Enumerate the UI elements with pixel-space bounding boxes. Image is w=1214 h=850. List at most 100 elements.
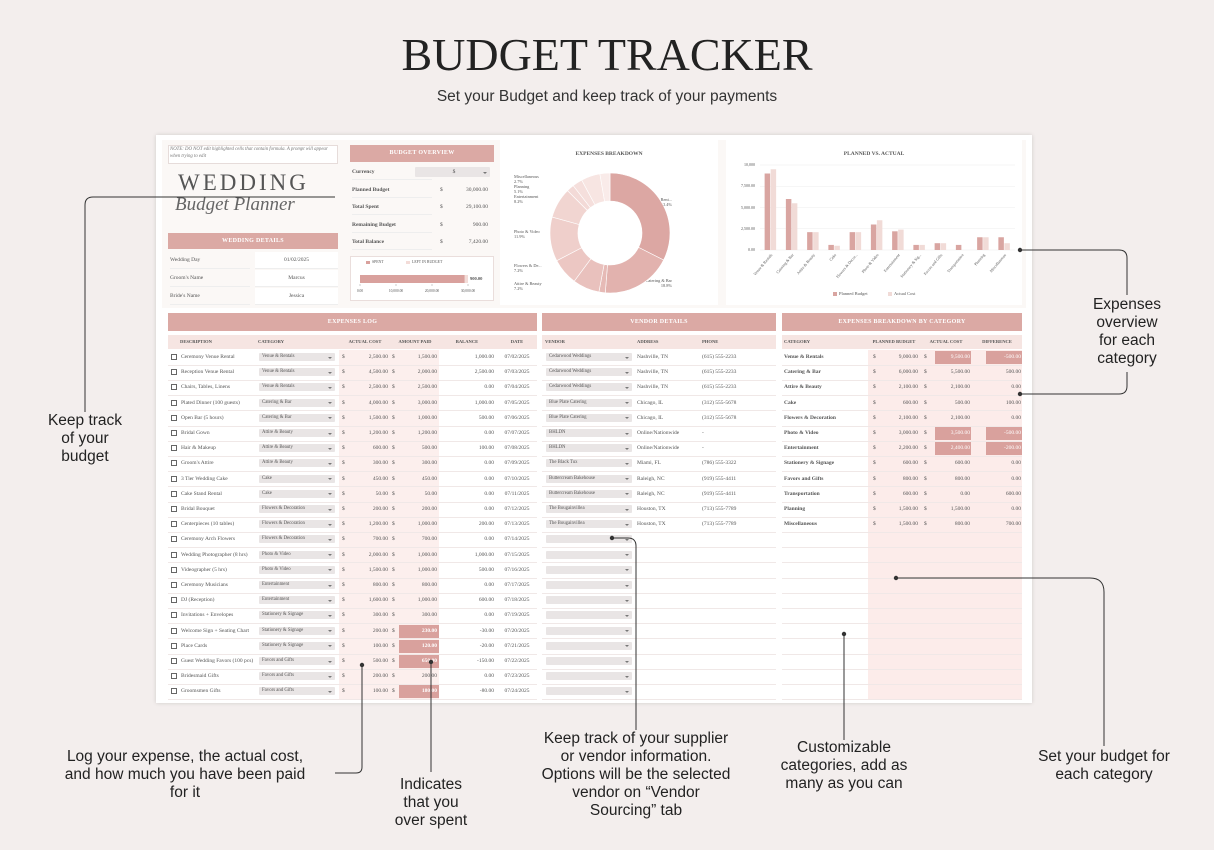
annotation-text: vendor on “Vendor [572,784,700,801]
currency-symbol: $ [873,414,876,421]
actual-cost: 1,500.00 [368,414,388,421]
row-line [542,379,776,381]
currency-symbol: $ [342,414,345,421]
currency-symbol: $ [392,688,395,695]
category-dropdown: Entertainment [259,596,335,605]
amount-paid: 300.00 [421,612,437,619]
row-line [542,395,776,397]
currency-symbol: $ [392,414,395,421]
phone: (713) 555-7789 [702,521,737,528]
description: Bridal Gown [181,430,210,436]
annotation-text: that you [403,794,459,811]
category-dropdown: Photo & Video [259,565,335,574]
vendor-dropdown: Buttercream Bakehouse [546,474,632,483]
currency-dropdown: $ [415,167,490,177]
annotation-text: many as you can [785,775,903,792]
annotation-text: each category [1055,766,1153,783]
currency-symbol: $ [924,430,927,436]
difference: -500.00 [1004,430,1021,436]
actual-cost: 800.00 [372,582,388,588]
date: 07/20/2025 [504,627,530,634]
bar [785,199,792,250]
x-tick-label: Catering & Bar [775,252,795,275]
row-line [542,516,776,518]
currency-symbol: $ [392,597,395,604]
column-header: VENDOR [545,339,565,344]
address: Houston, TX [637,521,666,528]
slice-label: Entertainment [514,194,539,199]
category-name: Venue & Rentals [784,354,824,360]
row-line [168,592,537,594]
currency-symbol: $ [873,445,876,452]
currency-symbol: $ [392,673,395,680]
phone: (312) 555-5678 [702,414,737,421]
currency-symbol: $ [873,506,876,512]
amount-paid: 700.00 [421,536,437,543]
date: 07/16/2025 [504,566,530,573]
amount-paid: 500.00 [421,445,437,452]
currency-symbol: $ [392,460,395,467]
date: 07/22/2025 [504,658,530,664]
currency-symbol: $ [924,384,927,391]
category-dropdown: Cake [259,474,335,483]
currency-symbol: $ [392,627,395,634]
column-header: CATEGORY [784,339,811,344]
description: Welcome Sign + Seating Chart [181,627,250,634]
phone: (786) 555-3322 [702,460,737,467]
currency-symbol: $ [873,460,876,467]
column-header: ACTUAL COST [929,339,963,344]
actual-cost: 1,600.00 [368,597,388,604]
currency-symbol: $ [440,221,443,228]
bar [876,220,883,250]
checkbox [171,490,177,497]
section-header: EXPENSES BREAKDOWN BY CATEGORY [782,313,1022,331]
x-tick-label: Favors and Gifts [922,252,943,276]
actual-cost: 200.00 [372,506,388,512]
planned-budget: 9,000.00 [898,354,918,360]
slice-value: 32.4% [660,202,672,207]
column-header-row [542,335,776,349]
row-line [782,440,1022,442]
row-line [782,379,1022,381]
row-line [542,623,776,625]
row-line [542,440,776,442]
actual-cost: 1,200.00 [368,521,388,528]
section-header: BUDGET OVERVIEW [350,145,494,162]
date: 07/11/2025 [504,490,530,497]
checkbox [171,475,177,482]
x-tick-label: 20,000.00 [424,289,440,293]
overview-value: 30,000.00 [466,186,488,193]
currency-symbol: $ [342,430,345,436]
currency-symbol: $ [392,430,395,436]
progress-label: 900.00 [470,276,483,281]
overspent-cell [399,655,439,668]
date: 07/07/2025 [504,430,530,436]
column-header: AMOUNT PAID [398,339,432,344]
legend-label: SPENT [372,260,384,264]
slice-label: Flowers & De... [514,263,542,268]
annotation-text: Customizable [797,739,891,756]
balance: 600.00 [478,597,494,604]
row-line [168,425,537,427]
x-tick-label: Photo & Video [860,252,879,274]
annotation-text: Sourcing” tab [589,802,683,819]
slice-label: Miscellaneous [514,174,539,179]
vendor-dropdown: The Bougainvillea [546,520,632,529]
description: 3 Tier Wedding Cake [181,475,228,482]
x-tick-label: Stationery & Sig... [899,252,922,278]
actual-cost: 5,500.00 [950,369,970,376]
bar [940,243,947,250]
x-tick-label: Miscellaneous [988,252,1007,273]
bar [849,232,856,250]
row-line [168,547,537,549]
actual-cost: 200.00 [372,627,388,634]
date: 07/17/2025 [504,582,530,588]
planned-budget: 2,100.00 [898,414,918,421]
planned-budget: 1,500.00 [898,506,918,512]
note-box [168,145,338,164]
category-dropdown: Flowers & Decoration [259,505,335,513]
overspent-cell [399,639,439,653]
date: 07/13/2025 [504,521,530,528]
balance: -80.00 [479,688,494,695]
